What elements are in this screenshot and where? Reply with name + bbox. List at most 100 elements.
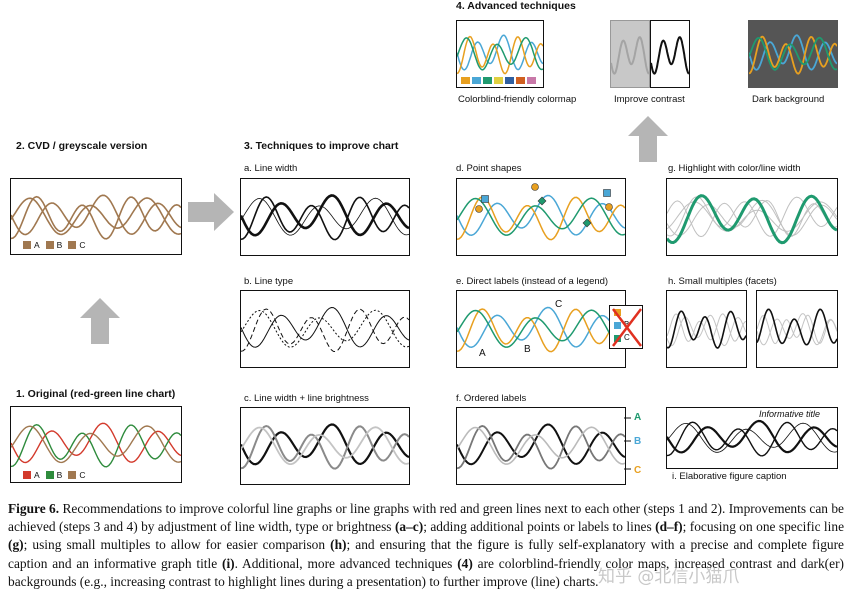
series-line-2 xyxy=(241,426,409,465)
point-marker-6 xyxy=(605,203,613,211)
adv-colormap-label: Colorblind-friendly colormap xyxy=(458,94,577,105)
section-1-title: 1. Original (red-green line chart) xyxy=(16,388,176,400)
series-line-1 xyxy=(241,308,409,353)
chart-h-left xyxy=(667,310,746,349)
line-3 xyxy=(667,199,837,238)
cross-out-icon xyxy=(612,308,642,347)
adv-colormap-chart xyxy=(457,34,543,84)
panel-e-label: e. Direct labels (instead of a legend) xyxy=(456,276,609,287)
informative-title: Informative title xyxy=(757,409,823,419)
legend-a: A xyxy=(34,240,40,250)
line-1 xyxy=(757,314,837,345)
adv-colormap-panel xyxy=(456,20,544,88)
panel-b xyxy=(240,290,410,368)
chart-e xyxy=(457,306,625,353)
panel-h-right xyxy=(756,290,838,368)
line-1 xyxy=(667,313,746,342)
line-2 xyxy=(757,308,837,346)
chart-h-right xyxy=(757,308,837,346)
caption-ref: (d–f) xyxy=(655,519,683,535)
series-line-1 xyxy=(241,196,409,241)
series-line-0 xyxy=(667,419,837,454)
chart-c xyxy=(241,423,409,470)
chart-d xyxy=(457,183,625,241)
caption-text: . Additional, more advanced techniques xyxy=(234,555,458,571)
caption-text: ; adding additional points or labels to … xyxy=(423,519,656,535)
colormap-swatch-1 xyxy=(472,77,481,84)
ordered-label-c: C xyxy=(634,465,642,476)
chart-f xyxy=(457,423,625,470)
series-line-2 xyxy=(457,197,625,236)
direct-label-c: C xyxy=(555,299,563,310)
series-line-0 xyxy=(241,423,409,466)
series-line-0 xyxy=(241,194,409,237)
series-line-0 xyxy=(457,423,625,466)
caption-text: ; and ensuring that the figure is fully … xyxy=(8,537,844,571)
point-marker-4 xyxy=(537,196,547,206)
series-line-1 xyxy=(667,421,837,457)
legend-swatch-b xyxy=(614,322,621,329)
legend-swatch-a xyxy=(23,241,31,249)
legend-swatch-b xyxy=(45,241,54,249)
caption-ref: (a–c) xyxy=(394,519,424,535)
panel-h-left xyxy=(666,290,747,368)
crossed-out-legend: B C xyxy=(609,305,643,349)
colormap-swatch-3 xyxy=(494,77,503,84)
adv-high-contrast-chart xyxy=(651,36,689,75)
adv-darkbg-label: Dark background xyxy=(752,94,825,105)
caption-ref: (i) xyxy=(221,555,235,571)
line-0 xyxy=(651,36,689,75)
series-line-1 xyxy=(11,423,181,468)
series-line-1 xyxy=(241,424,409,470)
caption-text: Recommendations to improve colorful line… xyxy=(8,501,844,535)
panel-f-label: f. Ordered labels xyxy=(456,393,527,404)
series-line-2 xyxy=(241,197,409,236)
panel-cvd-greyscale: A B C xyxy=(10,178,182,255)
legend-b: B xyxy=(56,470,63,480)
series-line-2 xyxy=(457,309,625,348)
line-4 xyxy=(667,194,837,245)
legend-a: A xyxy=(34,470,40,480)
direct-label-a: A xyxy=(479,348,486,359)
series-line-1 xyxy=(457,35,543,75)
panel-e: C B A B C xyxy=(456,290,643,368)
panel-a xyxy=(240,178,410,256)
panel-d-label: d. Point shapes xyxy=(456,163,522,174)
ordered-label-a: A xyxy=(634,412,642,423)
caption-figure-number: Figure 6. xyxy=(8,501,60,516)
cvd-chart xyxy=(11,194,181,240)
line-0 xyxy=(611,36,649,75)
caption-ref: (4) xyxy=(457,555,473,571)
panel-original: A B C xyxy=(10,406,182,483)
point-marker-2 xyxy=(603,189,611,197)
panel-c xyxy=(240,407,410,485)
point-marker-3 xyxy=(475,205,483,213)
series-line-0 xyxy=(749,34,837,71)
chart-a xyxy=(241,194,409,241)
line-1 xyxy=(667,196,837,237)
panel-i-label: i. Elaborative figure caption xyxy=(672,471,787,482)
adv-low-contrast-panel xyxy=(610,20,650,88)
panel-g xyxy=(666,178,838,256)
line-0 xyxy=(667,314,746,347)
series-line-0 xyxy=(457,306,625,348)
caption-ref: (g) xyxy=(8,537,24,553)
series-line-2 xyxy=(667,422,837,453)
ordered-label-b: B xyxy=(634,436,642,447)
panel-g-label: g. Highlight with color/line width xyxy=(668,163,801,174)
legend-swatch-b xyxy=(45,471,54,479)
panel-h-label: h. Small multiples (facets) xyxy=(668,276,777,287)
colormap-swatch-0 xyxy=(461,77,470,84)
panel-b-label: b. Line type xyxy=(244,276,294,287)
series-line-0 xyxy=(457,34,543,71)
cvd-legend: A B C xyxy=(23,240,85,250)
legend-swatch-a xyxy=(614,309,621,316)
caption-text: ; focusing on one specific line xyxy=(682,519,845,535)
series-line-1 xyxy=(457,308,625,353)
series-line-1 xyxy=(11,195,181,240)
original-chart xyxy=(11,422,181,468)
series-line-1 xyxy=(749,35,837,75)
series-line-2 xyxy=(457,36,543,71)
panel-f xyxy=(456,407,626,485)
chart-i xyxy=(667,419,837,457)
